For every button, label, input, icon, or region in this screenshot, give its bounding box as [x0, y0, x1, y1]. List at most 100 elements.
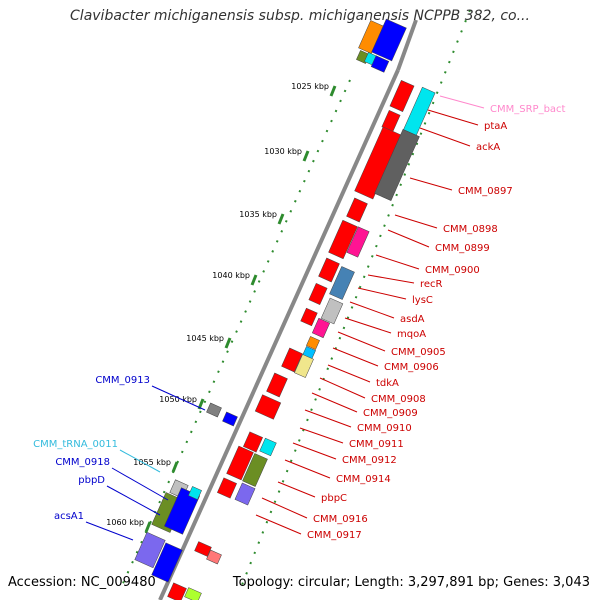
leader-line [375, 254, 420, 270]
leader-line [427, 109, 479, 126]
gene-feature [243, 431, 263, 453]
tick-mark [329, 85, 337, 97]
leader-line [255, 514, 302, 535]
leader-line [304, 409, 352, 428]
tick-mark [224, 337, 232, 349]
gene-label: acsA1 [54, 511, 84, 522]
gene-label: asdA [400, 314, 425, 325]
gene-feature [167, 582, 187, 600]
leader-line [106, 485, 161, 516]
leader-line [261, 497, 308, 519]
backbone-top [396, 19, 418, 71]
gene-feature [306, 336, 320, 350]
gene-feature [320, 297, 344, 325]
tick-label: 1025 kbp [291, 82, 329, 91]
leader-line [337, 331, 386, 352]
gene-label: pbpC [321, 493, 347, 504]
gene-label: CMM_0910 [357, 423, 412, 434]
leader-line [151, 385, 206, 411]
gene-label: CMM_0918 [55, 457, 110, 468]
gene-labels: CMM_SRP_bact ptaA ackA CMM_0897 CMM_0898 CMM_… [33, 104, 565, 541]
gene-feature [194, 541, 212, 557]
tick-mark [302, 150, 310, 162]
leader-line [349, 301, 395, 319]
gene-label: CMM_0908 [371, 394, 426, 405]
leader-line [439, 95, 485, 109]
label-leaders [85, 95, 485, 541]
gene-feature [151, 542, 183, 583]
gene-label: ackA [476, 142, 500, 153]
gene-label: CMM_0909 [363, 408, 418, 419]
gene-feature [184, 587, 202, 600]
gene-feature [259, 437, 277, 457]
gene-feature [222, 411, 238, 427]
gene-label: CMM_0916 [313, 514, 368, 525]
gene-feature [217, 477, 237, 499]
gene-feature [226, 445, 254, 481]
gene-label: recR [420, 279, 443, 290]
gene-feature [234, 482, 256, 506]
gene-label: CMM_0912 [342, 455, 397, 466]
leader-line [344, 317, 392, 334]
gene-feature [370, 55, 390, 73]
tick-mark [171, 461, 179, 473]
gene-feature [328, 219, 358, 260]
tick-label: 1055 kbp [133, 458, 171, 467]
leader-line [277, 481, 316, 498]
gene-feature [281, 347, 303, 373]
gene-label: CMM_0913 [95, 375, 150, 386]
gene-feature [389, 80, 415, 112]
tick-mark [144, 521, 152, 533]
gene-label: CMM_0911 [349, 439, 404, 450]
gene-feature [266, 372, 288, 398]
gene-feature [318, 257, 340, 283]
gene-label: mqoA [397, 329, 426, 340]
gene-label: CMM_tRNA_0011 [33, 439, 118, 450]
leader-line [292, 442, 337, 460]
leader-line [332, 347, 379, 367]
leader-line [311, 392, 358, 413]
gene-label: CMM_0899 [435, 243, 490, 254]
leader-line [367, 274, 415, 284]
gene-label: CMM_0914 [336, 474, 391, 485]
leader-line [284, 459, 331, 479]
leader-line [111, 467, 169, 501]
gene-feature [308, 283, 328, 305]
gene-feature [346, 226, 370, 258]
leader-line [85, 521, 134, 541]
gene-label: CMM_0905 [391, 347, 446, 358]
tick-label: 1030 kbp [264, 147, 302, 156]
gene-label: CMM_0897 [458, 186, 513, 197]
tick-label: 1050 kbp [159, 395, 197, 404]
tick-marks: 1025 kbp 1030 kbp 1035 kbp 1040 kbp 1045 kbp… [106, 82, 337, 533]
leader-line [394, 214, 438, 229]
tick-mark [277, 213, 285, 225]
gene-feature [242, 453, 268, 487]
gene-features [134, 18, 436, 600]
gene-label: CMM_SRP_bact [490, 104, 566, 115]
tick-label: 1040 kbp [212, 271, 250, 280]
accession-text: Accession: NC_009480 [8, 575, 156, 590]
tick-label: 1060 kbp [106, 518, 144, 527]
backbone [158, 69, 400, 600]
leader-line [319, 377, 366, 399]
leader-line [409, 177, 453, 191]
gene-feature [346, 197, 368, 223]
gene-feature [329, 266, 355, 300]
map-title: Clavibacter michiganensis subsp. michiga… [70, 8, 530, 24]
gene-label: lysC [412, 295, 433, 306]
leader-line [357, 287, 407, 300]
tick-label: 1035 kbp [239, 210, 277, 219]
gene-feature [206, 402, 222, 418]
gene-feature [311, 317, 331, 339]
gene-feature [371, 18, 407, 62]
tick-label: 1045 kbp [186, 334, 224, 343]
gene-label: CMM_0900 [425, 265, 480, 276]
gene-feature [300, 307, 318, 327]
gene-label: CMM_0917 [307, 530, 362, 541]
leader-line [327, 364, 371, 383]
leader-line [119, 449, 161, 473]
gene-feature [206, 549, 222, 565]
gene-label: pbpD [78, 475, 105, 486]
